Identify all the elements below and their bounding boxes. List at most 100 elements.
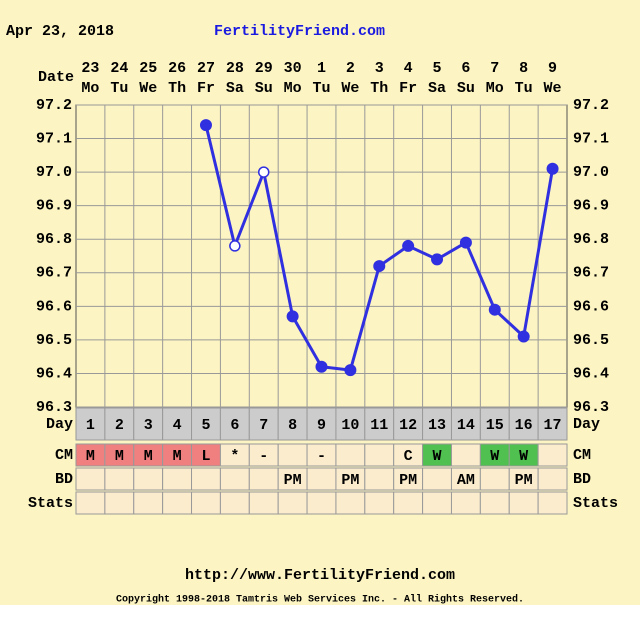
cm-value: L: [201, 448, 210, 465]
temperature-point: [517, 330, 530, 343]
day-cell: [248, 407, 279, 441]
cm-value: M: [86, 448, 95, 465]
temperature-point: [488, 303, 501, 316]
day-cell: [479, 407, 510, 441]
stats-cell: [133, 491, 164, 515]
weekday-label: Sa: [428, 80, 446, 97]
bd-value: PM: [399, 472, 417, 489]
row-label-right: Day: [573, 416, 600, 433]
bd-value: PM: [515, 472, 533, 489]
row-label-right: BD: [573, 471, 591, 488]
stats-cell: [450, 491, 481, 515]
day-value: 14: [457, 417, 475, 434]
copyright: Copyright 1998-2018 Tamtris Web Services…: [116, 594, 524, 606]
day-value: 12: [399, 417, 417, 434]
day-cell: [191, 407, 221, 441]
cm-value: W: [519, 448, 528, 465]
bd-cell: [306, 467, 337, 491]
bd-cell: [104, 467, 135, 491]
y-tick-label: 97.2: [36, 97, 72, 114]
day-cell: [537, 407, 568, 441]
row-label-right: CM: [573, 447, 591, 464]
date-label: 7: [490, 60, 499, 77]
date-label: 4: [404, 60, 413, 77]
y-tick-label: 96.8: [36, 231, 72, 248]
date-label: 28: [226, 60, 244, 77]
y-tick-label-right: 96.9: [573, 198, 609, 215]
row-label: BD: [55, 471, 73, 488]
stats-cell: [393, 491, 424, 515]
y-tick-label-right: 96.5: [573, 332, 609, 349]
weekday-label: Su: [255, 80, 273, 97]
date-label: 30: [284, 60, 302, 77]
row-label: Date: [38, 69, 74, 86]
day-cell: [422, 407, 452, 441]
day-cell: [335, 407, 366, 441]
day-value: 6: [230, 417, 239, 434]
weekday-label: We: [341, 80, 359, 97]
cm-value: *: [230, 448, 239, 465]
cm-value: -: [259, 448, 268, 465]
stats-cell: [335, 491, 366, 515]
bd-cell: [537, 467, 568, 491]
date-label: 23: [81, 60, 99, 77]
y-tick-label: 97.1: [36, 131, 72, 148]
weekday-label: Tu: [515, 80, 533, 97]
stats-cell: [162, 491, 193, 515]
day-value: 11: [370, 417, 388, 434]
bd-cell: [219, 467, 250, 491]
cm-cell: [335, 443, 366, 467]
day-cell: [219, 407, 250, 441]
day-value: 16: [515, 417, 533, 434]
temperature-point: [344, 364, 357, 377]
y-tick-label-right: 96.6: [573, 298, 609, 315]
stats-cell: [479, 491, 510, 515]
day-value: 15: [486, 417, 504, 434]
stats-cell: [422, 491, 452, 515]
temperature-point: [199, 119, 212, 132]
chart-date: Apr 23, 2018: [6, 23, 114, 40]
bd-cell: [191, 467, 221, 491]
day-cell: [133, 407, 164, 441]
date-label: 1: [317, 60, 326, 77]
bd-cell: [162, 467, 193, 491]
cm-cell: [364, 443, 395, 467]
stats-cell: [75, 491, 106, 515]
date-label: 3: [375, 60, 384, 77]
y-tick-label: 96.6: [36, 298, 72, 315]
cm-value: W: [433, 448, 442, 465]
date-label: 5: [433, 60, 442, 77]
date-label: 24: [110, 60, 128, 77]
stats-cell: [537, 491, 568, 515]
row-label-right: Stats: [573, 495, 618, 512]
y-tick-label-right: 96.3: [573, 399, 609, 416]
temperature-point: [257, 166, 270, 178]
cm-value: M: [115, 448, 124, 465]
stats-cell: [104, 491, 135, 515]
footer-url: http://www.FertilityFriend.com: [185, 567, 455, 584]
day-value: 8: [288, 417, 297, 434]
date-label: 27: [197, 60, 215, 77]
day-cell: [75, 407, 106, 441]
date-label: 8: [519, 60, 528, 77]
weekday-label: Mo: [284, 80, 302, 97]
temperature-point: [402, 239, 415, 252]
weekday-label: Th: [168, 80, 186, 97]
y-tick-label: 96.7: [36, 265, 72, 282]
weekday-label: We: [544, 80, 562, 97]
bd-cell: [364, 467, 395, 491]
bd-cell: [248, 467, 279, 491]
temperature-point: [546, 162, 559, 175]
date-label: 26: [168, 60, 186, 77]
bd-cell: [422, 467, 452, 491]
stats-cell: [277, 491, 308, 515]
cm-value: C: [404, 448, 413, 465]
weekday-label: We: [139, 80, 157, 97]
day-value: 5: [201, 417, 210, 434]
row-label: Day: [46, 416, 73, 433]
weekday-label: Su: [457, 80, 475, 97]
row-label: Stats: [28, 495, 73, 512]
weekday-label: Th: [370, 80, 388, 97]
cm-cell: [450, 443, 481, 467]
